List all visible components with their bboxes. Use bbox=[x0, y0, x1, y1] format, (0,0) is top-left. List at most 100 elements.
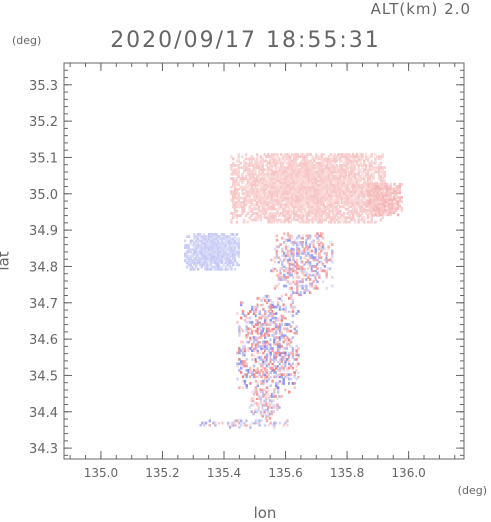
data-cell bbox=[307, 181, 311, 185]
data-cell bbox=[286, 260, 290, 264]
data-cell bbox=[254, 203, 257, 206]
data-cell bbox=[350, 212, 353, 215]
data-cell bbox=[292, 275, 295, 279]
data-cell bbox=[267, 203, 270, 206]
data-cell bbox=[185, 252, 189, 256]
data-cell bbox=[325, 286, 328, 290]
data-cell bbox=[267, 181, 270, 185]
data-cell bbox=[243, 373, 247, 377]
data-cell bbox=[290, 265, 293, 268]
data-cell bbox=[294, 280, 297, 284]
data-cell bbox=[287, 196, 290, 200]
data-cell bbox=[258, 373, 261, 377]
data-cell bbox=[230, 246, 233, 249]
data-cell bbox=[286, 249, 290, 253]
data-cell bbox=[281, 236, 284, 240]
data-cell bbox=[251, 371, 254, 374]
data-cell bbox=[208, 423, 211, 427]
data-cell bbox=[284, 316, 287, 320]
data-cell bbox=[275, 384, 278, 387]
data-cell bbox=[259, 190, 263, 193]
data-cell bbox=[308, 243, 312, 246]
data-cell bbox=[305, 218, 309, 222]
data-cell bbox=[298, 188, 301, 191]
data-cell bbox=[389, 202, 392, 206]
data-cell bbox=[371, 185, 374, 188]
data-cell bbox=[389, 196, 392, 199]
data-cell bbox=[278, 379, 282, 383]
data-cell bbox=[267, 414, 270, 418]
data-cell bbox=[238, 334, 241, 337]
data-cell bbox=[271, 301, 274, 305]
data-cell bbox=[310, 256, 314, 260]
data-cell bbox=[213, 241, 216, 245]
data-cell bbox=[305, 190, 309, 193]
data-cell bbox=[252, 198, 255, 202]
data-cell bbox=[325, 273, 328, 277]
data-cell bbox=[246, 170, 250, 174]
data-cell bbox=[280, 323, 283, 326]
data-cell bbox=[370, 159, 373, 163]
data-cell bbox=[276, 155, 279, 159]
data-cell bbox=[256, 188, 259, 191]
data-cell bbox=[248, 201, 251, 204]
data-cell bbox=[376, 191, 379, 195]
data-cell bbox=[279, 267, 282, 270]
data-cell bbox=[280, 307, 283, 311]
data-cell bbox=[308, 258, 312, 262]
data-cell bbox=[233, 188, 237, 191]
data-cell bbox=[286, 353, 289, 357]
data-cell bbox=[294, 265, 297, 268]
data-cell bbox=[400, 200, 403, 204]
data-cell bbox=[233, 257, 237, 260]
data-cell bbox=[353, 192, 357, 196]
data-cell bbox=[278, 325, 282, 329]
data-cell bbox=[230, 192, 233, 196]
data-cell bbox=[196, 259, 200, 262]
data-cell bbox=[228, 241, 231, 245]
data-cell bbox=[235, 233, 239, 236]
data-cell bbox=[215, 265, 218, 269]
data-cell bbox=[331, 192, 335, 196]
data-cell bbox=[281, 269, 284, 273]
data-cell bbox=[193, 267, 196, 271]
data-cell bbox=[250, 177, 253, 180]
data-cell bbox=[348, 188, 351, 191]
data-cell bbox=[290, 262, 293, 266]
data-cell bbox=[268, 161, 272, 165]
data-cell bbox=[215, 250, 218, 254]
data-cell bbox=[296, 205, 299, 209]
data-cell bbox=[196, 267, 200, 271]
data-cell bbox=[339, 209, 342, 213]
data-cell bbox=[342, 203, 346, 206]
data-cell bbox=[252, 177, 255, 180]
data-cell bbox=[284, 342, 287, 346]
data-cell bbox=[250, 183, 253, 187]
data-cell bbox=[318, 155, 322, 159]
data-cell bbox=[286, 282, 290, 286]
data-cell bbox=[359, 153, 362, 156]
data-cell bbox=[323, 258, 327, 262]
data-cell bbox=[299, 249, 303, 253]
data-cell bbox=[294, 269, 297, 273]
data-cell bbox=[273, 368, 276, 372]
data-cell bbox=[283, 183, 287, 187]
data-cell bbox=[272, 164, 275, 167]
data-cell bbox=[320, 256, 323, 260]
data-cell bbox=[298, 203, 301, 206]
data-cell bbox=[292, 251, 295, 255]
data-cell bbox=[281, 177, 285, 180]
data-cell bbox=[280, 340, 283, 344]
data-cell bbox=[318, 203, 322, 206]
data-cell bbox=[269, 342, 272, 346]
data-cell bbox=[279, 271, 282, 275]
data-cell bbox=[308, 249, 312, 253]
data-cell bbox=[278, 375, 282, 379]
data-cell bbox=[280, 316, 283, 320]
data-cell bbox=[302, 155, 305, 159]
data-cell bbox=[304, 177, 307, 180]
data-cell bbox=[249, 366, 252, 370]
data-cell bbox=[281, 260, 284, 264]
data-cell bbox=[252, 305, 256, 309]
data-cell bbox=[329, 194, 333, 198]
